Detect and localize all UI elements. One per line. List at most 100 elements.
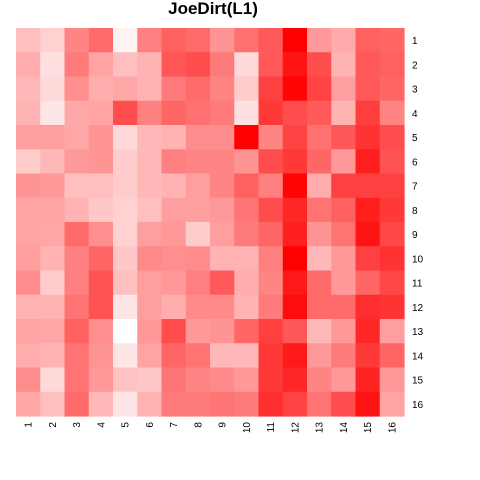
heatmap-cell-r10-c2 [40, 246, 66, 272]
col-label-15: 15 [363, 422, 374, 434]
heatmap-cell-r15-c8 [185, 367, 211, 393]
heatmap-cell-r8-c14 [331, 197, 357, 223]
heatmap-cell-r13-c15 [355, 319, 381, 344]
heatmap-cell-r5-c2 [40, 125, 66, 150]
heatmap-cell-r16-c5 [113, 391, 138, 417]
heatmap-cell-r8-c13 [307, 197, 332, 223]
heatmap-cell-r2-c12 [282, 52, 308, 78]
heatmap-cell-r7-c9 [210, 173, 235, 199]
heatmap-cell-r15-c7 [161, 367, 187, 393]
heatmap-cell-r15-c11 [258, 367, 284, 393]
heatmap-cell-r16-c14 [331, 391, 357, 417]
heatmap-cell-r10-c7 [161, 246, 187, 272]
row-label-6: 6 [412, 157, 418, 168]
heatmap-cell-r9-c11 [258, 222, 284, 247]
heatmap-cell-r9-c4 [88, 222, 114, 247]
heatmap-cell-r8-c3 [64, 197, 90, 223]
heatmap-cell-r16-c4 [88, 391, 114, 417]
heatmap-cell-r7-c6 [137, 173, 163, 199]
heatmap-cell-r9-c15 [355, 222, 381, 247]
heatmap-cell-r12-c13 [307, 294, 332, 320]
heatmap-cell-r11-c5 [113, 270, 138, 296]
heatmap-cell-r5-c1 [16, 125, 41, 150]
heatmap-cell-r2-c8 [185, 52, 211, 78]
heatmap-cell-r12-c7 [161, 294, 187, 320]
heatmap-cell-r6-c7 [161, 149, 187, 175]
heatmap-cell-r5-c11 [258, 125, 284, 150]
heatmap-cell-r7-c13 [307, 173, 332, 199]
heatmap-cell-r11-c8 [185, 270, 211, 296]
heatmap-cell-r7-c1 [16, 173, 41, 199]
heatmap-cell-r2-c11 [258, 52, 284, 78]
heatmap-cell-r2-c3 [64, 52, 90, 78]
heatmap-cell-r7-c14 [331, 173, 357, 199]
heatmap-cell-r1-c7 [161, 28, 187, 53]
heatmap-cell-r12-c9 [210, 294, 235, 320]
heatmap-cell-r11-c15 [355, 270, 381, 296]
row-label-13: 13 [412, 327, 424, 338]
heatmap-cell-r13-c4 [88, 319, 114, 344]
heatmap-cell-r10-c15 [355, 246, 381, 272]
heatmap-cell-r15-c16 [379, 367, 405, 393]
heatmap-cell-r5-c16 [379, 125, 405, 150]
heatmap-cell-r14-c10 [234, 343, 260, 369]
heatmap-cell-r13-c9 [210, 319, 235, 344]
col-label-14: 14 [339, 422, 350, 434]
heatmap-cell-r15-c14 [331, 367, 357, 393]
heatmap-cell-r11-c16 [379, 270, 405, 296]
heatmap-cell-r10-c9 [210, 246, 235, 272]
heatmap-cell-r2-c2 [40, 52, 66, 78]
heatmap-cell-r8-c10 [234, 197, 260, 223]
heatmap-cell-r10-c1 [16, 246, 41, 272]
heatmap-cell-r8-c7 [161, 197, 187, 223]
heatmap-cell-r13-c3 [64, 319, 90, 344]
heatmap-cell-r13-c6 [137, 319, 163, 344]
heatmap-cell-r14-c1 [16, 343, 41, 369]
heatmap-cell-r6-c8 [185, 149, 211, 175]
heatmap-cell-r12-c12 [282, 294, 308, 320]
heatmap-cell-r2-c5 [113, 52, 138, 78]
col-label-10: 10 [242, 422, 253, 434]
heatmap-cell-r2-c6 [137, 52, 163, 78]
heatmap-cell-r12-c1 [16, 294, 41, 320]
heatmap-cell-r3-c1 [16, 76, 41, 102]
heatmap-cell-r5-c15 [355, 125, 381, 150]
heatmap-cell-r9-c3 [64, 222, 90, 247]
heatmap-cell-r1-c4 [88, 28, 114, 53]
heatmap-cell-r7-c12 [282, 173, 308, 199]
heatmap-cell-r8-c6 [137, 197, 163, 223]
heatmap-cell-r4-c9 [210, 100, 235, 126]
col-label-5: 5 [121, 422, 132, 428]
heatmap-cell-r10-c13 [307, 246, 332, 272]
heatmap-cell-r1-c11 [258, 28, 284, 53]
heatmap-cell-r1-c6 [137, 28, 163, 53]
heatmap-cell-r13-c8 [185, 319, 211, 344]
heatmap-cell-r2-c14 [331, 52, 357, 78]
heatmap-cell-r14-c12 [282, 343, 308, 369]
heatmap-cell-r11-c1 [16, 270, 41, 296]
heatmap-cell-r9-c12 [282, 222, 308, 247]
heatmap-cell-r5-c14 [331, 125, 357, 150]
heatmap-cell-r2-c10 [234, 52, 260, 78]
row-label-10: 10 [412, 254, 424, 265]
heatmap-cell-r9-c9 [210, 222, 235, 247]
heatmap-cell-r12-c3 [64, 294, 90, 320]
heatmap-cell-r3-c15 [355, 76, 381, 102]
heatmap-cell-r12-c16 [379, 294, 405, 320]
heatmap-cell-r11-c10 [234, 270, 260, 296]
heatmap-cell-r12-c4 [88, 294, 114, 320]
heatmap-cell-r3-c13 [307, 76, 332, 102]
heatmap-cell-r15-c2 [40, 367, 66, 393]
heatmap-cell-r13-c11 [258, 319, 284, 344]
heatmap-cell-r6-c5 [113, 149, 138, 175]
heatmap-cell-r14-c15 [355, 343, 381, 369]
heatmap-cell-r16-c15 [355, 391, 381, 417]
heatmap-cell-r4-c8 [185, 100, 211, 126]
heatmap-cell-r8-c8 [185, 197, 211, 223]
heatmap-cell-r3-c8 [185, 76, 211, 102]
heatmap-cell-r9-c1 [16, 222, 41, 247]
heatmap-cell-r8-c15 [355, 197, 381, 223]
heatmap-cell-r3-c9 [210, 76, 235, 102]
heatmap-cell-r12-c15 [355, 294, 381, 320]
